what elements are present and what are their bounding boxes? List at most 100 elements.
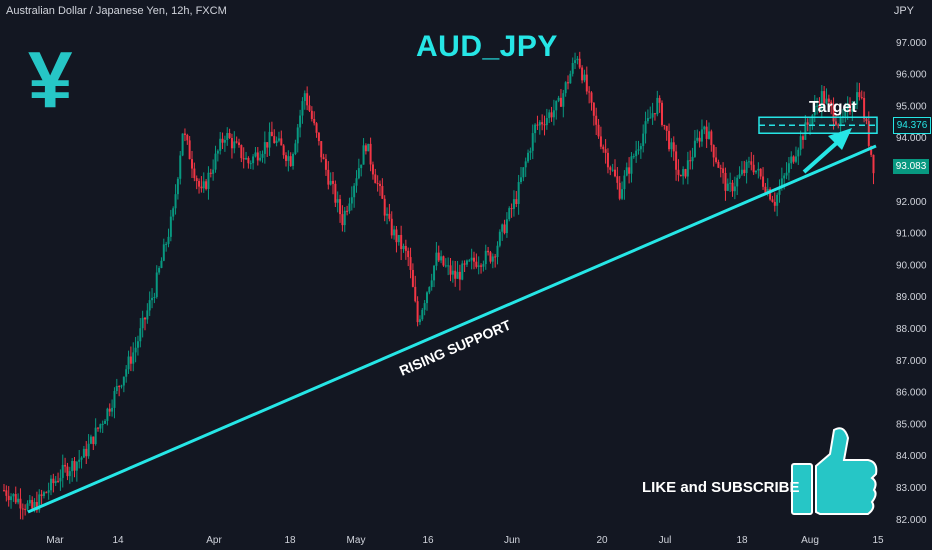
candle-body xyxy=(849,104,851,112)
candle-body xyxy=(261,153,264,158)
candle-body xyxy=(759,168,762,177)
candle-body xyxy=(567,82,569,84)
x-tick-label: 20 xyxy=(596,535,608,546)
candle-body xyxy=(376,183,379,185)
candle-body xyxy=(552,110,555,118)
candle-body xyxy=(576,58,579,61)
candle-body xyxy=(198,181,201,187)
last-price-tag: 93.083 xyxy=(893,159,929,174)
candle-body xyxy=(715,157,718,162)
candle-body xyxy=(118,386,121,388)
candle-body xyxy=(162,244,165,261)
support-label: RISING SUPPORT xyxy=(397,316,514,378)
candle-body xyxy=(555,100,558,111)
candle-body xyxy=(230,137,233,149)
candle-body xyxy=(491,256,494,262)
candle-body xyxy=(266,142,269,148)
candle-body xyxy=(280,138,283,146)
y-tick-label: 97.000 xyxy=(896,38,927,49)
candle-body xyxy=(512,199,515,209)
candle-body xyxy=(581,67,584,81)
chart-headline: AUD_JPY xyxy=(416,30,558,63)
candle-body xyxy=(151,297,154,301)
candle-body xyxy=(99,424,102,429)
candle-body xyxy=(642,133,645,147)
candle-body xyxy=(364,145,367,152)
candle-body xyxy=(813,105,816,116)
candle-body xyxy=(449,265,452,275)
candle-body xyxy=(599,136,602,147)
candle-body xyxy=(188,140,191,160)
candle-body xyxy=(724,172,727,191)
candle-body xyxy=(621,189,624,199)
candle-body xyxy=(85,448,88,457)
candle-body xyxy=(324,159,327,170)
currency-label: JPY xyxy=(893,5,914,17)
candle-body xyxy=(689,160,692,162)
candle-body xyxy=(816,105,819,107)
candle-body xyxy=(393,229,396,236)
candle-body xyxy=(597,124,600,137)
candle-body xyxy=(404,245,407,251)
y-tick-label: 96.000 xyxy=(896,70,927,81)
candle-body xyxy=(317,132,320,142)
candle-body xyxy=(245,157,248,160)
candle-body xyxy=(780,178,783,188)
candle-body xyxy=(7,495,10,501)
candle-body xyxy=(176,178,179,195)
candle-body xyxy=(414,286,417,302)
candle-body xyxy=(191,159,193,169)
candle-body xyxy=(668,130,671,150)
candle-body xyxy=(306,93,309,106)
y-tick-label: 90.000 xyxy=(896,260,927,271)
candle-body xyxy=(534,124,537,134)
candle-body xyxy=(353,185,356,198)
target-arrow-icon xyxy=(828,128,852,150)
support-trendline xyxy=(27,144,877,514)
candle-body xyxy=(341,214,344,226)
y-tick-label: 86.000 xyxy=(896,388,927,399)
candle-body xyxy=(313,118,316,124)
candle-body xyxy=(792,156,795,162)
candle-body xyxy=(122,376,125,386)
candle-body xyxy=(658,97,661,103)
candle-body xyxy=(588,91,591,93)
candle-body xyxy=(329,180,332,185)
candle-body xyxy=(327,169,330,185)
candle-body xyxy=(820,91,823,109)
candle-body xyxy=(146,310,149,320)
candle-body xyxy=(369,143,372,165)
candle-body xyxy=(752,164,755,173)
candle-body xyxy=(830,101,833,107)
candle-body xyxy=(520,177,522,183)
candle-body xyxy=(350,197,353,204)
candle-body xyxy=(17,498,20,503)
candle-body xyxy=(334,183,337,203)
candle-body xyxy=(64,464,67,467)
candle-body xyxy=(379,183,381,187)
candle-body xyxy=(651,113,654,118)
candle-body xyxy=(310,110,313,119)
candle-body xyxy=(790,156,793,164)
candle-body xyxy=(233,141,236,149)
x-tick-label: 18 xyxy=(736,535,748,546)
candle-body xyxy=(703,126,706,130)
candle-body xyxy=(169,216,172,237)
candle-body xyxy=(670,142,673,150)
candle-body xyxy=(66,466,69,477)
candle-body xyxy=(454,270,457,279)
candle-body xyxy=(346,210,349,212)
candle-body xyxy=(602,146,605,150)
x-tick-label: Jun xyxy=(504,535,520,546)
candle-body xyxy=(538,122,541,126)
candle-body xyxy=(336,199,339,203)
candle-body xyxy=(456,271,459,279)
candle-body xyxy=(125,369,128,377)
x-tick-label: 15 xyxy=(872,535,884,546)
candle-body xyxy=(496,245,499,258)
candle-body xyxy=(435,252,438,266)
x-tick-label: Aug xyxy=(801,535,819,546)
candle-body xyxy=(722,168,725,173)
y-tick-label: 83.000 xyxy=(896,483,927,494)
